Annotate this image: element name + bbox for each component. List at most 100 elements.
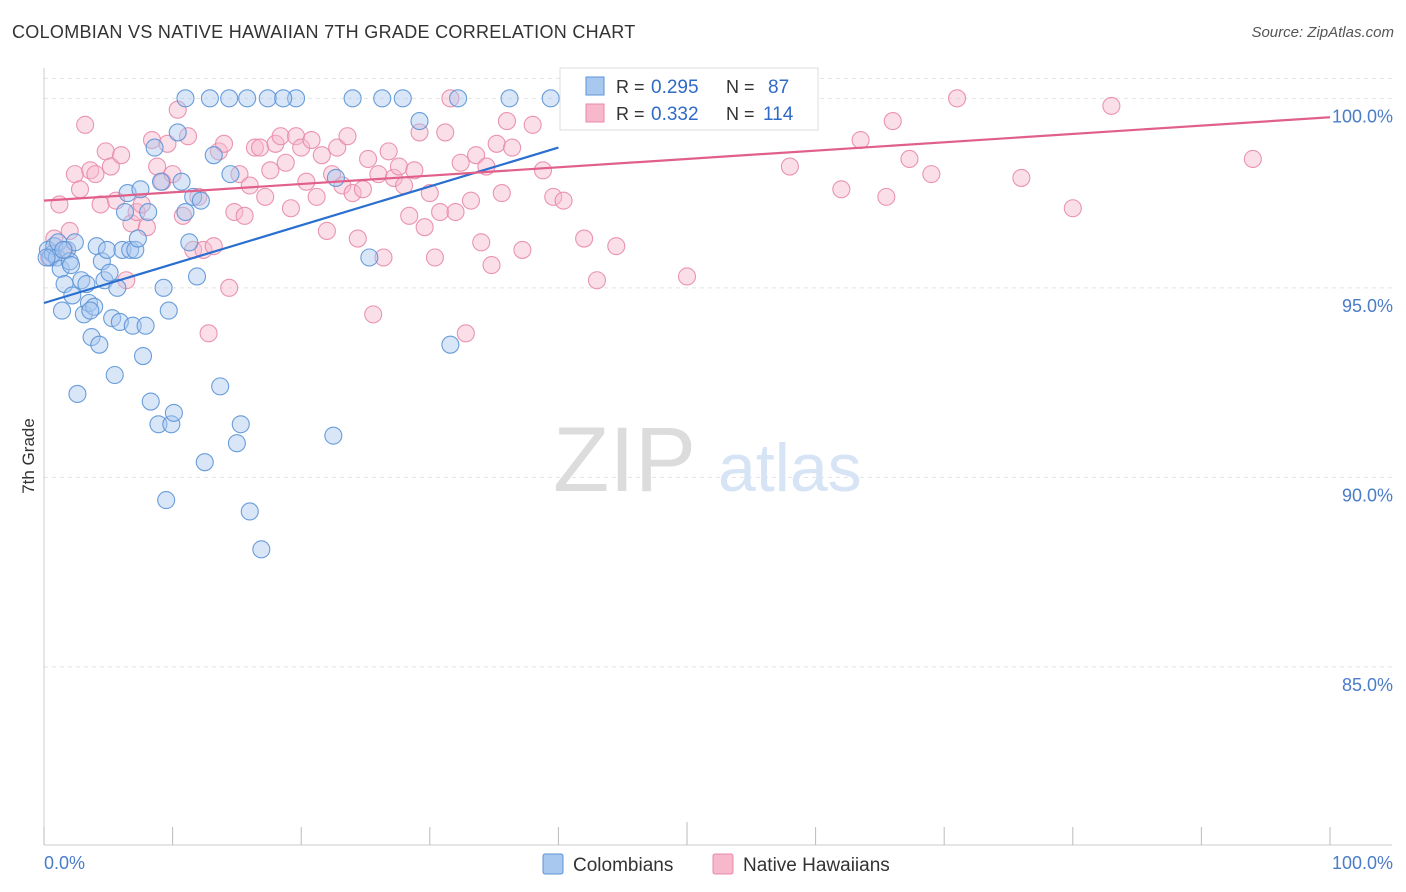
native-hawaiians-point <box>276 153 295 172</box>
native-hawaiians-point <box>482 256 501 275</box>
native-hawaiians-point <box>348 229 367 248</box>
colombians-point <box>176 202 195 222</box>
colombians-point <box>159 301 178 320</box>
colombians-point <box>204 146 223 165</box>
native-hawaiians-point <box>587 271 607 290</box>
stats-r-label-native-hawaiians: R = <box>616 104 645 124</box>
native-hawaiians-point <box>607 237 626 256</box>
native-hawaiians-point <box>497 112 517 131</box>
colombians-point <box>97 240 117 259</box>
native-hawaiians-point <box>461 191 481 210</box>
colombians-point <box>172 172 191 191</box>
native-hawaiians-point <box>132 195 151 214</box>
native-hawaiians-point <box>122 214 141 233</box>
colombians-point <box>258 89 277 108</box>
native-hawaiians-point <box>922 165 941 184</box>
native-hawaiians-point <box>472 233 491 252</box>
native-hawaiians-point <box>240 176 259 195</box>
colombians-point <box>58 240 77 259</box>
colombians-point <box>126 240 145 259</box>
colombians-point <box>211 377 230 396</box>
native-hawaiians-point <box>235 206 254 225</box>
native-hawaiians-point <box>353 180 372 199</box>
native-hawaiians-point <box>851 130 870 150</box>
native-hawaiians-point <box>86 165 105 184</box>
colombians-point <box>195 453 214 472</box>
colombians-point <box>393 89 412 108</box>
colombians-point <box>238 89 257 108</box>
native-hawaiians-point <box>554 191 573 210</box>
colombians-point <box>54 240 73 259</box>
colombians-point <box>240 502 259 521</box>
watermark: ZIP atlas <box>553 409 862 511</box>
native-hawaiians-point <box>364 305 383 324</box>
native-hawaiians-point <box>415 218 434 237</box>
native-hawaiians-point <box>523 115 542 134</box>
native-hawaiians-point <box>533 161 553 180</box>
native-hawaiians-point <box>287 127 306 146</box>
colombians-point <box>324 426 343 445</box>
native-hawaiians-point <box>96 142 115 161</box>
colombians-point <box>162 415 181 434</box>
native-hawaiians-point <box>261 161 280 180</box>
colombians-point <box>82 328 101 347</box>
colombians-point <box>360 248 379 267</box>
stats-n-value-native-hawaiians: 114 <box>763 104 794 125</box>
colombians-point <box>90 335 109 354</box>
chart-title: COLOMBIAN VS NATIVE HAWAIIAN 7TH GRADE C… <box>12 22 636 42</box>
series-legend: Colombians Native Hawaiians <box>542 853 890 876</box>
native-hawaiians-point <box>307 187 326 206</box>
colombians-point <box>343 89 362 108</box>
y-tick-label: 90.0% <box>1342 485 1393 505</box>
native-hawaiians-point <box>338 127 357 146</box>
native-hawaiians-point <box>1063 199 1082 218</box>
native-hawaiians-point <box>832 180 851 199</box>
watermark-zip: ZIP <box>553 409 696 511</box>
legend-swatch-native-hawaiians <box>712 853 734 875</box>
y-axis-label: 7th Grade <box>19 418 38 494</box>
native-hawaiians-point <box>281 199 300 218</box>
colombians-point <box>231 415 250 434</box>
colombians-point <box>449 89 468 108</box>
stats-legend-swatch-colombians <box>585 76 605 96</box>
native-hawaiians-point <box>220 278 239 297</box>
native-hawaiians-point <box>544 187 563 206</box>
colombians-point <box>176 89 195 108</box>
native-hawaiians-point <box>70 180 90 199</box>
native-hawaiians-point <box>292 138 311 157</box>
native-hawaiians-point <box>256 187 275 206</box>
colombians-point <box>133 347 153 366</box>
tick-labels: 85.0% 90.0% 95.0% 100.0% 0.0% 100.0% <box>44 106 1393 873</box>
x-tick-label-max: 100.0% <box>1332 853 1393 873</box>
native-hawaiians-point <box>312 146 331 165</box>
y-tick-label: 100.0% <box>1332 106 1393 126</box>
stats-r-value-colombians: 0.295 <box>651 77 699 98</box>
native-hawaiians-point <box>513 240 532 259</box>
colombians-point <box>123 316 142 335</box>
colombians-point <box>113 240 132 259</box>
native-hawaiians-point <box>245 138 264 157</box>
native-hawaiians-point <box>1243 149 1262 169</box>
colombians-point <box>500 89 519 108</box>
native-hawaiians-point <box>379 142 398 161</box>
native-hawaiians-point <box>374 248 393 267</box>
trend-lines <box>43 116 1331 305</box>
native-hawaiians-point <box>250 138 270 157</box>
stats-n-value-colombians: 87 <box>768 77 789 98</box>
native-hawaiians-point <box>677 267 697 286</box>
colombians-point <box>373 89 392 108</box>
colombians-point <box>221 165 240 184</box>
native-hawaiians-point <box>101 157 120 176</box>
colombians-point <box>252 540 271 559</box>
native-hawaiians-point <box>1102 96 1121 115</box>
colombians-point <box>37 248 56 267</box>
native-hawaiians-point <box>271 127 290 146</box>
native-hawaiians-point <box>199 324 218 343</box>
colombians-point <box>145 138 164 157</box>
colombians-point <box>200 89 219 108</box>
colombians-point <box>149 415 168 434</box>
native-hawaiians-point <box>883 112 902 131</box>
native-hawaiians-point <box>900 149 919 169</box>
colombians-point <box>541 89 560 108</box>
native-hawaiians-point <box>91 195 110 214</box>
